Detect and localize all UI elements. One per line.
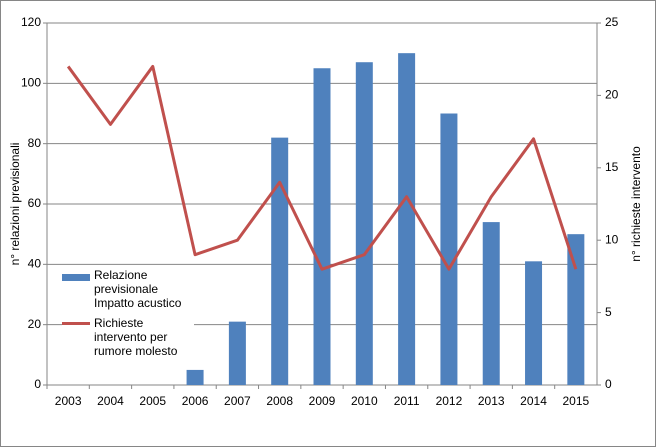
y-tick-label: 80: [28, 136, 42, 150]
bar: [186, 369, 204, 385]
legend: Relazione previsionale Impatto acustico R…: [62, 268, 194, 364]
x-tick-label: 2005: [139, 394, 166, 408]
bar: [313, 68, 331, 385]
y2-tick-label: 20: [605, 88, 619, 102]
y2-tick-label: 15: [605, 160, 619, 174]
y-tick-label: 40: [28, 257, 42, 271]
legend-label: Relazione previsionale Impatto acustico: [94, 268, 182, 310]
legend-swatch: [62, 322, 90, 325]
bar: [228, 321, 246, 385]
y2-tick-label: 10: [605, 232, 619, 246]
y2-axis-title: n° richieste intervento: [629, 146, 643, 262]
y-axis-title: n° relazioni previsionali: [8, 143, 22, 266]
x-tick-label: 2006: [182, 394, 209, 408]
x-tick-label: 2012: [436, 394, 463, 408]
y-tick-label: 20: [28, 317, 42, 331]
y2-tick-label: 0: [605, 377, 612, 391]
bar: [440, 113, 458, 385]
line: [66, 64, 578, 271]
x-tick-label: 2008: [266, 394, 293, 408]
x-tick-label: 2015: [562, 394, 589, 408]
legend-swatch: [62, 274, 90, 281]
x-tick-label: 2009: [309, 394, 336, 408]
bar: [525, 261, 543, 385]
x-tick-label: 2011: [394, 394, 420, 408]
bar: [355, 62, 373, 385]
bar: [567, 234, 585, 385]
x-tick-label: 2010: [351, 394, 378, 408]
legend-item: Relazione previsionale Impatto acustico: [62, 268, 194, 310]
x-tick-label: 2014: [520, 394, 547, 408]
legend-label: Richieste intervento per rumore molesto: [94, 316, 178, 358]
bar: [482, 222, 500, 385]
y-tick-label: 120: [21, 15, 41, 29]
bar: [398, 53, 416, 386]
legend-item: Richieste intervento per rumore molesto: [62, 316, 194, 358]
x-tick-label: 2013: [478, 394, 505, 408]
bar: [271, 137, 289, 385]
y2-tick-label: 5: [605, 305, 612, 319]
y-tick-label: 100: [21, 76, 41, 90]
y-tick-label: 0: [34, 377, 41, 391]
y2-tick-label: 25: [605, 15, 619, 29]
x-tick-label: 2007: [224, 394, 251, 408]
x-tick-label: 2004: [97, 394, 124, 408]
x-tick-label: 2003: [55, 394, 82, 408]
y-tick-label: 60: [28, 196, 42, 210]
